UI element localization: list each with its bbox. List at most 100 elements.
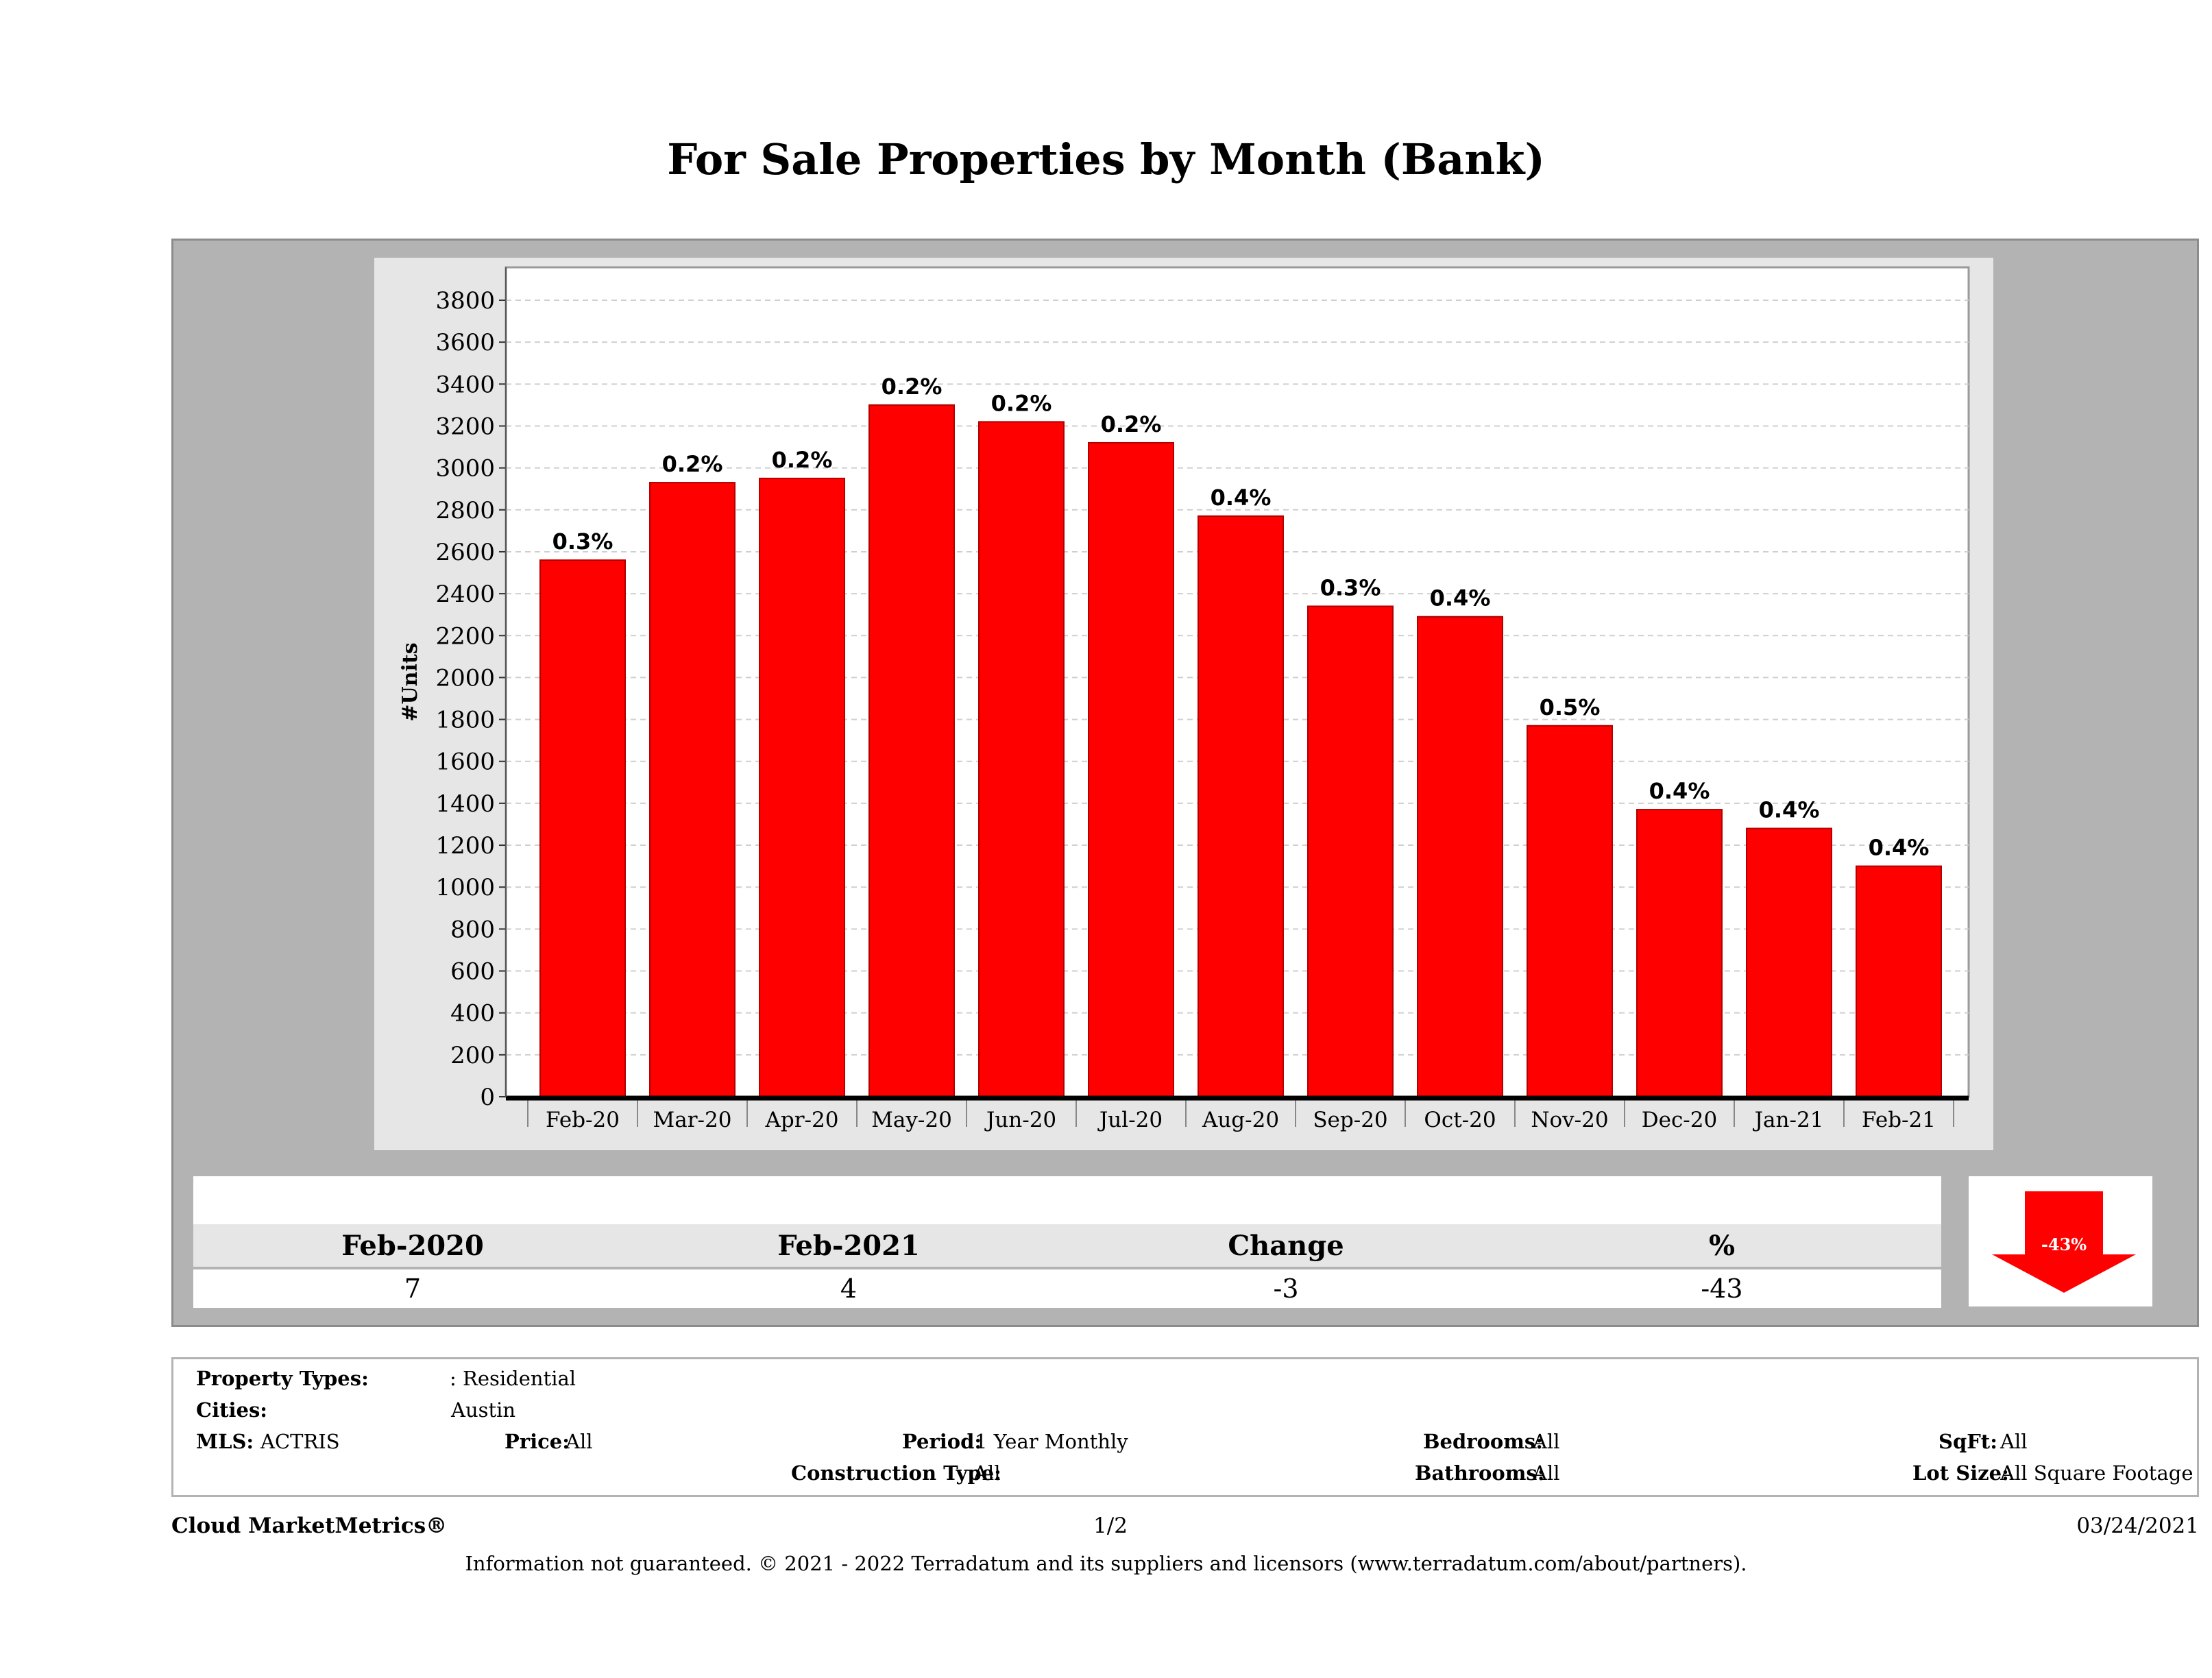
summary-value-change: -3	[1273, 1274, 1299, 1304]
bar	[1198, 515, 1284, 1098]
bedrooms-label: Bedrooms:	[1423, 1430, 1543, 1453]
down-arrow-icon: -43%	[1992, 1191, 2136, 1293]
bar-data-label: 0.4%	[1211, 485, 1272, 511]
bedrooms-value: All	[1533, 1430, 1560, 1453]
x-tick-label: Nov-20	[1531, 1108, 1608, 1132]
bar	[978, 421, 1065, 1097]
x-tick-label: May-20	[871, 1108, 952, 1132]
bar-data-label: 0.4%	[1759, 797, 1820, 823]
summary-value-start: 7	[404, 1274, 422, 1304]
y-tick-label: 3000	[435, 455, 495, 483]
x-tick-label: Apr-20	[765, 1108, 839, 1132]
mls-value: ACTRIS	[260, 1430, 340, 1453]
summary-value-end: 4	[840, 1274, 858, 1304]
y-tick-label: 800	[450, 916, 495, 943]
bar-data-label: 0.2%	[1101, 411, 1162, 437]
price-label: Price:	[505, 1430, 570, 1453]
y-tick-label: 2600	[435, 539, 495, 566]
price-value: All	[566, 1430, 593, 1453]
y-tick-label: 1400	[435, 790, 495, 818]
x-tick-label: Jul-20	[1097, 1108, 1163, 1132]
bar-data-label: 0.5%	[1540, 694, 1601, 720]
bar-data-label: 0.2%	[882, 374, 943, 400]
bar-data-label: 0.2%	[772, 447, 833, 473]
bar	[1417, 616, 1503, 1097]
y-tick-label: 3200	[435, 413, 495, 440]
footer-page-number: 1/2	[1093, 1513, 1128, 1538]
bar-data-label: 0.4%	[1869, 835, 1930, 861]
bar-data-label: 0.2%	[662, 451, 723, 477]
period-label: Period:	[902, 1430, 982, 1453]
footer-date: 03/24/2021	[2076, 1513, 2199, 1538]
x-tick-label: Jun-20	[984, 1108, 1056, 1132]
y-tick-label: 3400	[435, 371, 495, 398]
x-tick-label: Oct-20	[1424, 1108, 1496, 1132]
y-tick-label: 2000	[435, 664, 495, 692]
cities-value: Austin	[451, 1398, 516, 1422]
x-tick-label: Sep-20	[1313, 1108, 1387, 1132]
chart-title: For Sale Properties by Month (Bank)	[667, 134, 1545, 184]
search-criteria-box	[171, 1357, 2199, 1497]
y-tick-label: 2200	[435, 622, 495, 650]
bar-data-label: 0.3%	[1320, 574, 1381, 600]
lot-size-label: Lot Size:	[1912, 1461, 2009, 1485]
property-types-label: Property Types:	[196, 1367, 369, 1390]
bathrooms-label: Bathrooms:	[1415, 1461, 1545, 1485]
sqft-value: All	[2000, 1430, 2028, 1453]
property-types-value: : Residential	[450, 1367, 576, 1390]
construction-type-value: All	[973, 1461, 1001, 1485]
y-tick-label: 1000	[435, 874, 495, 901]
bar	[649, 482, 736, 1097]
bar-data-label: 0.2%	[991, 390, 1052, 416]
bar-data-label: 0.4%	[1430, 585, 1491, 611]
bar	[1088, 441, 1174, 1097]
y-tick-label: 200	[450, 1042, 495, 1069]
bar	[539, 559, 626, 1097]
bar	[868, 404, 955, 1098]
y-tick-label: 2800	[435, 497, 495, 524]
summary-header-change: Change	[1228, 1230, 1344, 1262]
period-value: 1 Year Monthly	[975, 1430, 1128, 1453]
y-tick-label: 3600	[435, 329, 495, 356]
summary-header-start: Feb-2020	[341, 1230, 484, 1262]
summary-header-percent: %	[1708, 1230, 1735, 1262]
cities-label: Cities:	[196, 1398, 267, 1422]
y-tick-label: 1200	[435, 832, 495, 860]
y-tick-label: 2400	[435, 581, 495, 608]
bar-data-label: 0.3%	[552, 528, 613, 555]
y-tick-label: 600	[450, 958, 495, 986]
bar-data-label: 0.4%	[1649, 778, 1710, 804]
bar	[1746, 827, 1832, 1097]
mls-label: MLS:	[196, 1430, 254, 1453]
y-axis-label: #Units	[398, 642, 422, 721]
lot-size-value: All Square Footage	[2000, 1461, 2193, 1485]
x-tick-label: Feb-20	[546, 1108, 620, 1132]
bar	[1856, 865, 1942, 1097]
summary-header-end: Feb-2021	[777, 1230, 920, 1262]
y-tick-label: 1800	[435, 707, 495, 734]
construction-type-label: Construction Type:	[791, 1461, 1001, 1485]
bar	[1527, 725, 1613, 1097]
summary-header-row	[193, 1224, 1941, 1267]
summary-blank-row	[193, 1176, 1941, 1224]
footer-brand: Cloud MarketMetrics®	[171, 1513, 448, 1538]
bar	[1636, 809, 1723, 1097]
bathrooms-value: All	[1533, 1461, 1560, 1485]
x-tick-label: Aug-20	[1202, 1108, 1279, 1132]
y-tick-label: 0	[480, 1084, 495, 1111]
summary-value-percent: -43	[1701, 1274, 1743, 1304]
y-tick-label: 400	[450, 1000, 495, 1028]
summary-value-row	[193, 1269, 1941, 1308]
x-tick-label: Dec-20	[1642, 1108, 1717, 1132]
y-tick-label: 3800	[435, 287, 495, 315]
y-tick-label: 1600	[435, 749, 495, 776]
bar	[759, 477, 845, 1097]
x-tick-label: Jan-21	[1753, 1108, 1824, 1132]
bar-chart: 0 200 400 600 800 1000 1200 1400 1600 1800 2000 220…	[398, 266, 1970, 1132]
arrow-percent-label: -43%	[2041, 1235, 2087, 1254]
sqft-label: SqFt:	[1938, 1430, 1997, 1453]
change-arrow-box: -43%	[1969, 1176, 2152, 1306]
x-tick-label: Feb-21	[1862, 1108, 1936, 1132]
x-tick-label: Mar-20	[653, 1108, 732, 1132]
footer-disclaimer: Information not guaranteed. © 2021 - 202…	[465, 1552, 1747, 1575]
